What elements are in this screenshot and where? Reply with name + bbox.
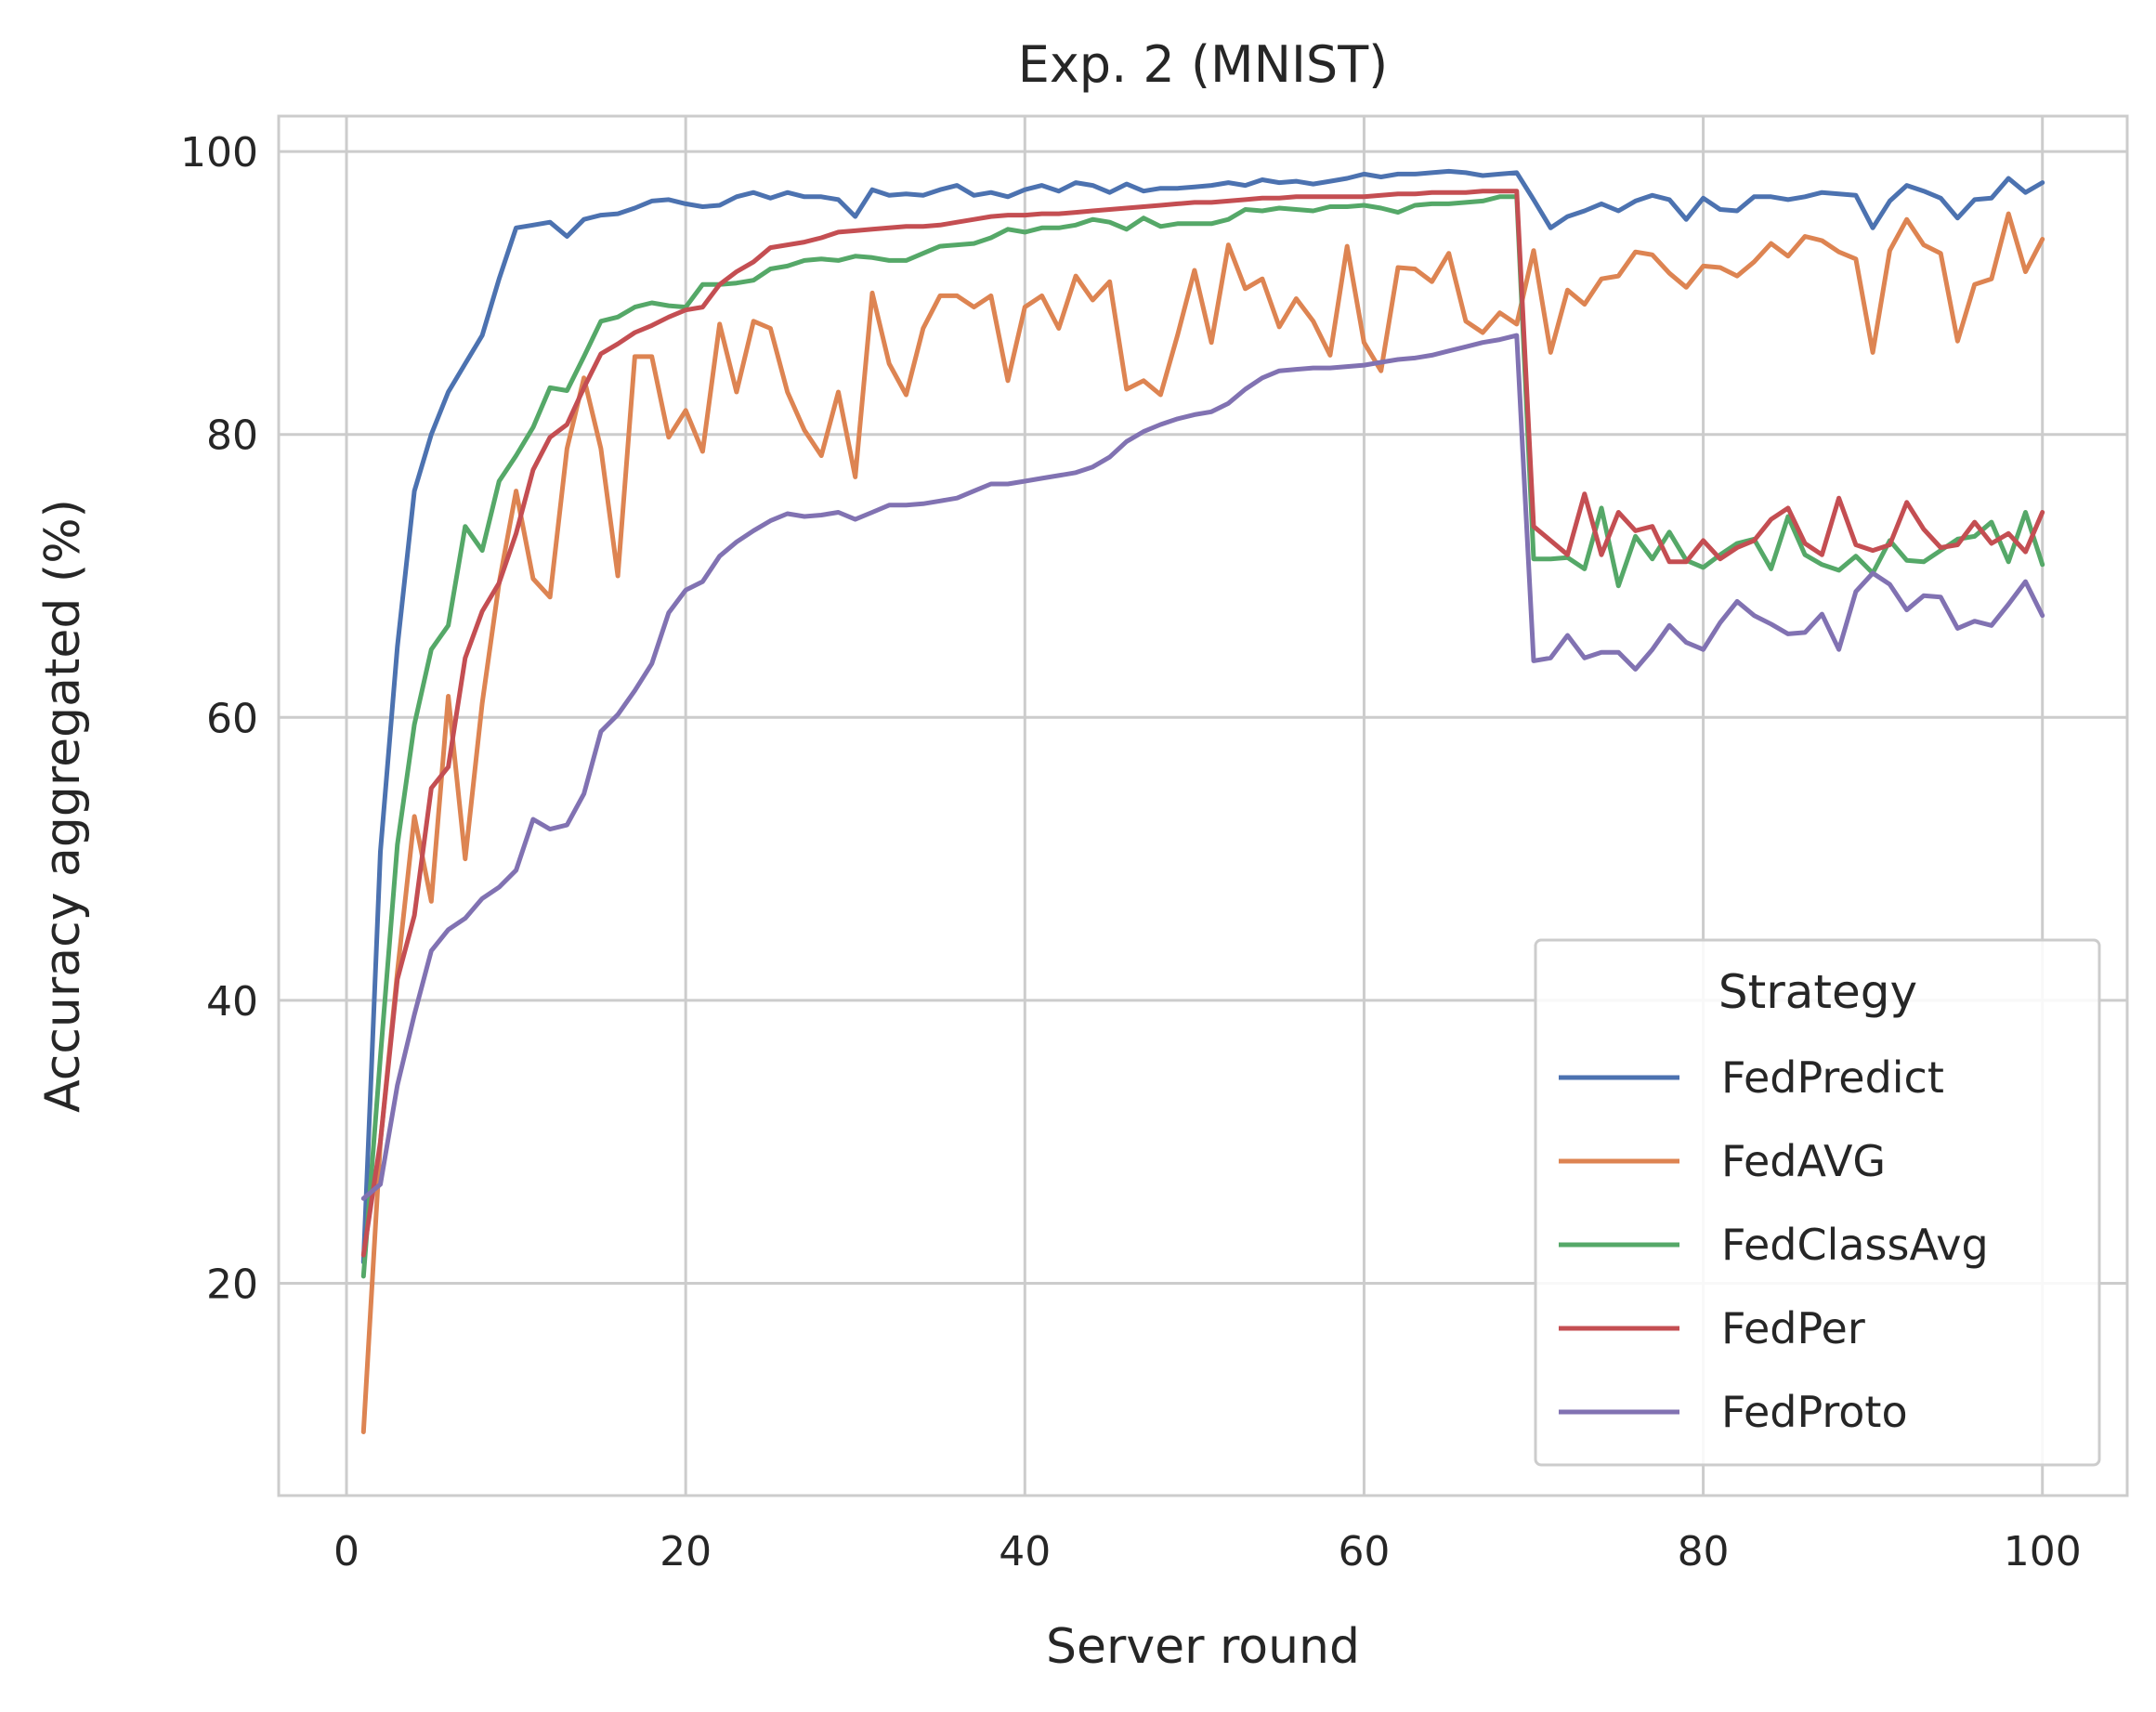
x-tick-label: 80 (1678, 1528, 1730, 1575)
series-line-fedclassavg (360, 194, 2045, 1279)
series-line-fedproto (360, 333, 2045, 1201)
y-tick-label: 100 (180, 129, 258, 176)
legend-label: FedProto (1721, 1387, 1908, 1437)
y-axis-ticks: 20 40 60 80 100 (180, 129, 258, 1308)
x-tick-label: 0 (333, 1528, 359, 1575)
y-tick-label: 40 (206, 978, 258, 1026)
x-axis-ticks: 0 20 40 60 80 100 (333, 1528, 2082, 1575)
gridlines (279, 116, 2127, 1496)
series-line-fedpredict (360, 168, 2045, 1265)
y-tick-label: 20 (206, 1261, 258, 1309)
x-tick-label: 60 (1338, 1528, 1390, 1575)
x-tick-label: 40 (999, 1528, 1051, 1575)
legend-label: FedPredict (1721, 1052, 1944, 1103)
series-line-fedper (360, 189, 2045, 1258)
series-lines (360, 168, 2045, 1434)
y-tick-label: 60 (206, 695, 258, 742)
legend-title: Strategy (1718, 965, 1917, 1019)
y-axis-title: Accuracy aggregated (%) (35, 499, 91, 1113)
legend-label: FedPer (1721, 1303, 1865, 1353)
x-axis-title: Server round (1046, 1619, 1360, 1675)
legend-label: FedClassAvg (1721, 1220, 1989, 1270)
y-tick-label: 80 (206, 412, 258, 460)
legend-items: FedPredict FedAVG FedClassAvg FedPer FedProt… (1559, 1052, 1989, 1437)
plot-frame (277, 114, 2129, 1497)
legend-label: FedAVG (1721, 1136, 1886, 1186)
x-tick-label: 20 (660, 1528, 712, 1575)
series-line-fedavg (360, 211, 2045, 1434)
x-tick-label: 100 (2004, 1528, 2082, 1575)
legend-box (1534, 938, 2101, 1467)
legend: Strategy FedPredictFedAVGFedClassAvgFedP… (1534, 938, 2101, 1467)
chart-title: Exp. 2 (MNIST) (1018, 35, 1389, 94)
